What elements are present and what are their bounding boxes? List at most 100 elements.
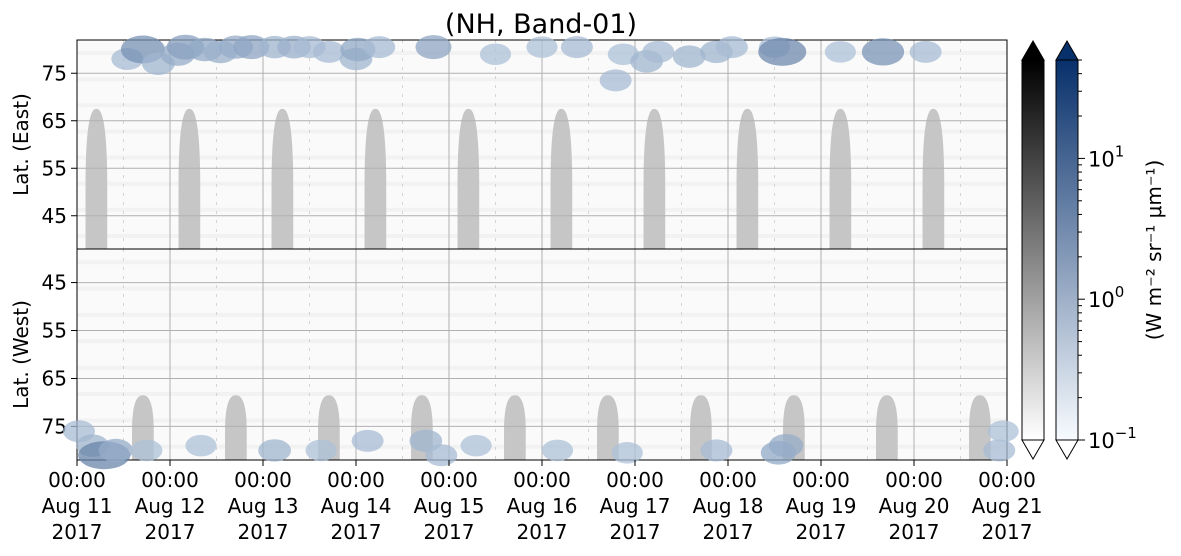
blue-patch [351, 429, 384, 452]
gray-lobe [225, 395, 247, 460]
gray-lobe [178, 108, 201, 249]
x-tick-label-line: 00:00 [420, 468, 478, 492]
x-tick-label-line: 00:00 [513, 468, 571, 492]
chart-title: (NH, Band-01) [445, 9, 637, 40]
x-tick-label-line: 00:00 [234, 468, 292, 492]
gray-lobe [876, 395, 898, 460]
x-tick-label-line: 2017 [331, 520, 382, 544]
x-tick-label-line: 2017 [796, 520, 847, 544]
x-tick-label: 00:00 Aug 15 2017 [414, 468, 485, 544]
y-tick-label: 65 [42, 109, 67, 133]
x-tick-label-line: Aug 18 [693, 494, 764, 518]
colorbar-extend-bottom [1055, 439, 1079, 460]
x-tick-label: 00:00 Aug 18 2017 [693, 468, 764, 544]
colorbar-gray [1021, 40, 1045, 460]
blue-patch [983, 439, 1016, 462]
x-tick-label-line: Aug 16 [507, 494, 578, 518]
x-tick-label: 00:00 Aug 13 2017 [228, 468, 299, 544]
blue-patch [672, 45, 706, 68]
x-tick-label-line: Aug 17 [600, 494, 671, 518]
panels: 45 55 65 75 Lat. (East) 75 65 55 45 Lat. (West) [9, 34, 1019, 470]
x-tick-label: 00:00 Aug 21 2017 [972, 468, 1043, 544]
blue-patch [642, 40, 675, 63]
gray-lobe [643, 108, 666, 249]
x-tick-label: 00:00 Aug 19 2017 [786, 468, 857, 544]
x-tick-label-line: 00:00 [48, 468, 106, 492]
blue-patch [715, 36, 748, 59]
x-tick-label: 00:00 Aug 16 2017 [507, 468, 578, 544]
panel-west: 75 65 55 45 Lat. (West) [9, 248, 1008, 461]
blue-patch [363, 36, 396, 59]
gray-lobe [504, 395, 526, 460]
gray-lobe [829, 108, 852, 249]
colorbar-extend-bottom [1021, 439, 1045, 460]
colorbar-tick-label: 101 [1088, 142, 1124, 171]
y-axis-label: Lat. (East) [9, 93, 33, 196]
blue-patch [861, 38, 905, 66]
gray-lobe [550, 108, 573, 249]
gray-lobe [736, 108, 759, 249]
gray-lobe [271, 108, 294, 249]
blue-patch [185, 434, 217, 457]
blue-patch [560, 36, 593, 59]
x-tick-label: 00:00 Aug 20 2017 [879, 468, 950, 544]
colorbar-tick-exp: 1 [1115, 142, 1125, 160]
y-tick-label: 55 [42, 156, 67, 180]
blue-patch [758, 37, 807, 66]
blue-patch [131, 439, 163, 462]
x-tick-label: 00:00 Aug 14 2017 [321, 468, 392, 544]
colorbar-tick-base: 10 [1088, 288, 1115, 312]
x-tick-label-line: Aug 20 [879, 494, 950, 518]
gray-lobe [969, 395, 991, 460]
y-tick-label: 55 [42, 319, 67, 343]
x-tick-label-line: 00:00 [885, 468, 943, 492]
colorbar-label: (W m⁻² sr⁻¹ μm⁻¹) [1142, 160, 1166, 341]
blue-patch [233, 35, 270, 60]
blue-patch [98, 438, 133, 463]
colorbar-extend-top [1055, 40, 1079, 61]
blue-patch [599, 69, 632, 92]
x-tick-label-line: 00:00 [978, 468, 1036, 492]
x-tick-label-line: 2017 [889, 520, 940, 544]
blue-patch [611, 442, 643, 464]
x-tick-label-line: Aug 15 [414, 494, 485, 518]
x-tick-label-line: 2017 [610, 520, 661, 544]
gray-lobe [364, 108, 387, 249]
blue-patch [305, 439, 337, 462]
colorbar-tick-base: 10 [1088, 147, 1115, 171]
x-tick-label-line: 2017 [238, 520, 289, 544]
x-tick-label-line: 00:00 [606, 468, 664, 492]
y-tick-label: 75 [42, 61, 67, 85]
blue-patches [62, 34, 1019, 470]
x-tick-label-line: 00:00 [792, 468, 850, 492]
x-tick-label-line: Aug 13 [228, 494, 299, 518]
x-tick-label-line: 00:00 [327, 468, 385, 492]
y-tick-label: 45 [42, 271, 67, 295]
x-tick-label-line: Aug 21 [972, 494, 1043, 518]
blue-patch [460, 434, 492, 457]
blue-patch [824, 41, 856, 63]
blue-patch [909, 40, 942, 63]
x-tick-label-line: 00:00 [699, 468, 757, 492]
gray-lobe [85, 108, 108, 249]
y-tick-label: 45 [42, 204, 67, 228]
gray-lobe [457, 108, 480, 249]
blue-patch [312, 40, 345, 63]
colorbar-tick-base: 10 [1088, 429, 1115, 453]
x-tick-label: 00:00 Aug 17 2017 [600, 468, 671, 544]
colorbar-tick-label: 10−1 [1088, 424, 1137, 453]
x-tick-label-line: Aug 11 [42, 494, 113, 518]
x-tick-label-line: Aug 12 [135, 494, 206, 518]
colorbar-tick-label: 100 [1088, 283, 1124, 312]
colorbar-body [1055, 59, 1079, 441]
blue-patch [526, 36, 558, 58]
blue-patch [479, 43, 512, 66]
x-tick-label: 00:00 Aug 11 2017 [42, 468, 113, 544]
y-axis-label: Lat. (West) [9, 300, 33, 409]
x-tick-label-line: 00:00 [141, 468, 199, 492]
x-tick-label-line: 2017 [145, 520, 196, 544]
x-tick-label-line: 2017 [517, 520, 568, 544]
